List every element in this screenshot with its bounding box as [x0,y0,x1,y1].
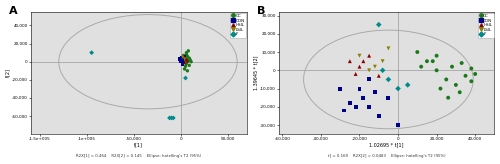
Point [394,87,402,90]
Point [371,91,379,93]
Point [417,65,425,68]
Point [184,58,192,60]
Point [432,69,440,72]
Point [186,64,194,67]
Point [180,61,188,64]
Point [184,60,192,62]
Point [182,77,190,79]
Point [375,115,383,117]
Point [180,54,188,57]
Point [360,96,368,99]
Point [182,62,190,65]
Point [182,51,190,54]
X-axis label: 1.02695 * t[1]: 1.02695 * t[1] [369,142,404,147]
Point [462,74,469,77]
Point [166,117,173,119]
Point [180,58,188,60]
Point [336,87,344,90]
Point [180,59,188,61]
Y-axis label: t[2]: t[2] [6,69,10,78]
Point [178,56,186,59]
Point [378,60,386,62]
Point [444,96,452,99]
Point [180,68,188,70]
Point [180,56,188,59]
Point [182,57,190,59]
Point [356,65,364,68]
Legend: CC, CON, HSIL, LSIL, IF: CC, CON, HSIL, LSIL, IF [478,13,494,38]
Point [184,60,192,62]
Point [471,73,479,75]
Point [378,69,386,72]
Point [356,87,364,90]
Point [432,54,440,57]
Text: A: A [9,6,18,16]
X-axis label: t[1]: t[1] [134,142,143,147]
Point [458,62,466,64]
Point [184,55,192,58]
Point [170,117,177,119]
Y-axis label: 1.39645 * t[2]: 1.39645 * t[2] [254,56,258,90]
Point [360,60,368,62]
Point [186,59,194,61]
Legend: CC, CON, HSIL, LSIL, IF: CC, CON, HSIL, LSIL, IF [230,13,246,38]
Point [356,54,364,57]
Point [436,87,444,90]
Text: t] = 0.169    R2X[2] = 0.0483    Ellipse: hotelling's T2 (95%): t] = 0.169 R2X[2] = 0.0483 Ellipse: hote… [328,154,446,158]
Point [186,57,194,59]
Point [182,53,190,56]
Point [448,65,456,68]
Point [384,96,392,99]
Point [178,59,186,61]
Point [180,61,188,64]
Point [371,65,379,68]
Point [177,60,185,63]
Point [178,63,186,66]
Point [452,84,460,86]
Point [176,58,184,60]
Point [442,78,450,81]
Point [384,78,392,81]
Point [365,105,373,108]
Point [184,50,192,52]
Point [384,47,392,50]
Point [340,109,348,112]
Point [429,60,437,62]
Point [182,65,190,68]
Point [187,60,195,63]
Point [414,51,422,53]
Point [88,51,96,54]
Point [182,56,190,59]
Point [180,55,188,58]
Point [352,73,360,75]
Point [184,70,192,72]
Point [365,69,373,72]
Point [352,105,360,108]
Point [168,117,175,119]
Point [346,60,354,62]
Point [375,74,383,77]
Text: R2X[1] = 0.464    R2X[2] = 0.145    Ellipse: hotelling's T2 (95%): R2X[1] = 0.464 R2X[2] = 0.145 Ellipse: h… [76,154,201,158]
Point [365,54,373,57]
Text: B: B [257,6,266,16]
Point [394,124,402,126]
Point [423,60,431,62]
Point [178,57,186,59]
Point [346,102,354,104]
Point [468,67,475,70]
Point [375,23,383,26]
Point [404,84,411,86]
Point [468,80,475,83]
Point [365,78,373,81]
Point [456,91,464,93]
Point [182,59,190,61]
